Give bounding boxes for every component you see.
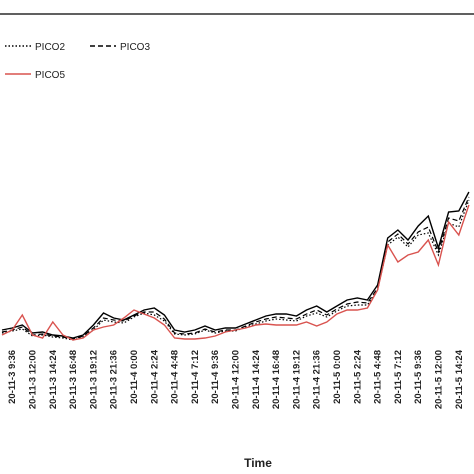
x-tick-label: 20-11-5 9:36 [413, 350, 424, 404]
x-tick-label: 20-11-3 9:36 [7, 350, 18, 404]
x-tick-label: 20-11-5 2:24 [352, 349, 363, 404]
x-axis-label: Time [244, 456, 272, 470]
x-tick-label: 20-11-3 19:12 [88, 350, 99, 409]
series-line [1, 191, 470, 339]
x-tick-label: 20-11-4 14:24 [251, 349, 262, 409]
x-tick-label: 20-11-4 21:36 [312, 350, 323, 409]
x-tick-label: 20-11-4 4:48 [170, 350, 181, 404]
series-line [1, 204, 470, 341]
x-tick-label: 20-11-4 0:00 [129, 350, 140, 404]
x-tick-label: 20-11-4 12:00 [230, 350, 241, 409]
x-tick-label: 20-11-5 14:24 [454, 349, 465, 409]
x-tick-label: 20-11-5 7:12 [393, 350, 404, 404]
x-tick-label: 20-11-3 21:36 [109, 350, 120, 409]
x-tick-label: 20-11-4 19:12 [291, 350, 302, 409]
x-tick-label: 20-11-3 14:24 [48, 349, 59, 409]
x-tick-label: 20-11-4 16:48 [271, 350, 282, 409]
x-tick-label: 20-11-5 4:48 [373, 350, 384, 404]
legend-label: PICO5 [35, 70, 65, 81]
x-tick-label: 20-11-3 16:48 [68, 350, 79, 409]
series-line [1, 196, 470, 340]
x-tick-label: 20-11-4 9:36 [210, 350, 221, 404]
x-tick-label: 20-11-4 2:24 [149, 349, 160, 404]
legend-label: PICO3 [120, 42, 150, 53]
series-line [1, 199, 470, 341]
x-tick-label: 20-11-3 12:00 [27, 350, 38, 409]
x-tick-label: 20-11-4 7:12 [190, 350, 201, 404]
legend-label: PICO2 [35, 42, 65, 53]
x-tick-label: 20-11-5 12:00 [433, 350, 444, 409]
x-tick-label: 20-11-5 0:00 [332, 350, 343, 404]
